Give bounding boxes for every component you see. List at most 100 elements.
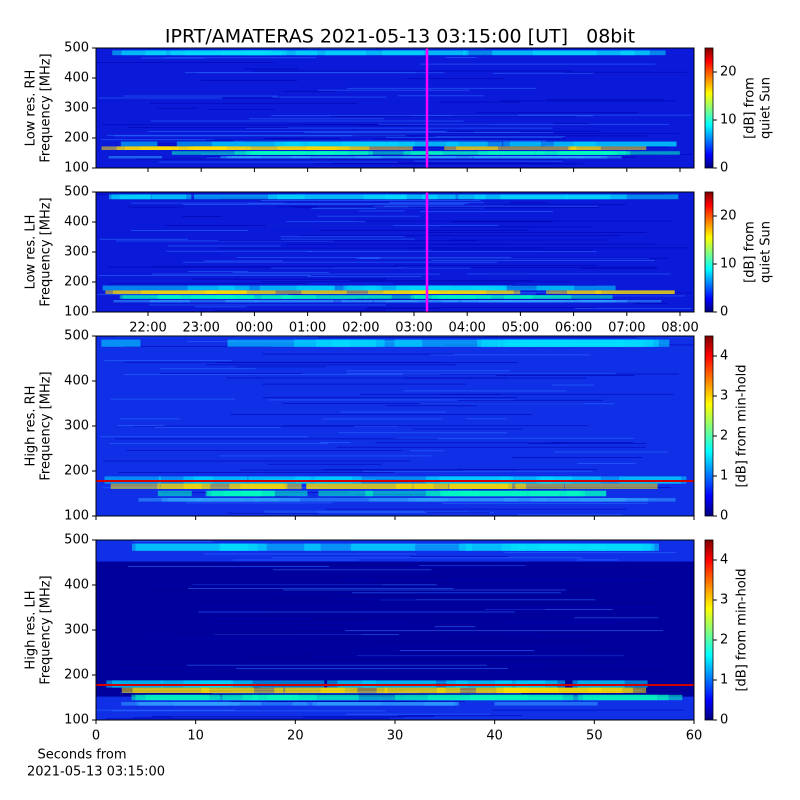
spectrogram-texture <box>246 127 553 129</box>
spectrogram-texture <box>96 193 295 195</box>
spectrogram-texture <box>486 694 608 696</box>
colorbar-tick-label: 10 <box>720 257 737 272</box>
spectrogram-texture <box>504 552 676 554</box>
spectrogram-texture <box>430 354 591 356</box>
spectrogram-texture <box>271 138 340 139</box>
spectrogram-texture <box>450 221 554 223</box>
spectrogram-band <box>171 151 305 155</box>
spectrogram-texture <box>141 57 204 59</box>
spectrogram-texture <box>351 592 562 594</box>
spectrogram-texture <box>363 470 593 472</box>
spectrogram-texture <box>365 308 442 310</box>
spectrogram-texture <box>313 655 623 657</box>
spectrogram-band <box>306 483 412 489</box>
colorbar-tick-label: 3 <box>720 593 728 608</box>
spectrogram-texture <box>330 116 577 117</box>
spectrogram-texture <box>322 469 598 471</box>
spectrogram-band <box>536 285 616 291</box>
spectrogram-band <box>494 702 598 706</box>
y-axis-label: High res. LH <box>24 590 39 669</box>
spectrogram-texture <box>261 383 466 385</box>
spectrogram-texture <box>406 266 657 268</box>
spectrogram-texture <box>268 399 514 401</box>
spectrogram-texture <box>311 208 377 210</box>
spectrogram-texture <box>97 294 288 296</box>
spectrogram-texture <box>131 202 285 204</box>
chart-title: IPRT/AMATERAS 2021-05-13 03:15:00 [UT] 0… <box>165 26 635 48</box>
spectrogram-texture <box>266 700 415 702</box>
spectrogram-texture <box>313 163 583 165</box>
spectrogram-band <box>620 50 666 56</box>
spectrogram-texture <box>152 266 399 268</box>
spectrogram-texture <box>132 541 213 542</box>
spectrogram-texture <box>235 667 509 669</box>
x-tick-label: 20 <box>287 729 304 744</box>
spectrogram-texture <box>388 193 666 195</box>
spectrogram-band <box>566 490 606 497</box>
spectrogram-band <box>120 141 158 147</box>
spectrogram-band <box>292 702 325 706</box>
spectrogram-texture <box>127 206 185 208</box>
spectrogram-band <box>157 483 211 489</box>
spectrogram-texture <box>317 89 470 91</box>
spectrogram-texture <box>444 579 644 580</box>
spectrogram-texture <box>507 623 616 624</box>
y-tick-label: 200 <box>64 275 89 290</box>
spectrogram-texture <box>388 202 511 204</box>
spectrogram-texture <box>107 266 334 268</box>
x-axis-label: Seconds from <box>37 748 126 763</box>
x-tick-label: 05:00 <box>502 321 539 336</box>
spectrogram-texture <box>412 428 524 430</box>
spectrogram-band <box>102 285 235 291</box>
colorbar-label: [dB] from <box>743 77 758 139</box>
spectrogram-band <box>108 156 163 159</box>
spectrogram-band <box>414 483 449 489</box>
spectrogram-texture <box>277 206 374 208</box>
y-axis-label: Frequency [MHz] <box>39 371 54 480</box>
x-tick-label: 00:00 <box>236 321 273 336</box>
y-tick-label: 100 <box>64 713 89 728</box>
spectrogram-texture <box>551 384 595 386</box>
spectrogram-texture <box>554 451 669 453</box>
spectrogram-band <box>267 194 407 200</box>
spectrogram-band <box>456 146 577 150</box>
spectrogram-texture <box>401 585 592 587</box>
spectrogram-band <box>341 300 458 303</box>
spectrogram-texture <box>633 303 668 305</box>
spectrogram-texture <box>354 657 558 658</box>
spectrogram-texture <box>236 154 434 156</box>
spectrogram-band <box>568 146 647 150</box>
spectrogram-band <box>132 543 249 551</box>
spectrogram-band <box>474 194 611 200</box>
spectrogram-texture <box>317 336 637 338</box>
spectrogram-texture <box>100 618 315 620</box>
spectrogram-band <box>312 702 460 706</box>
spectrogram-texture <box>198 611 515 613</box>
spectrogram-texture <box>409 247 688 249</box>
spectrogram-texture <box>133 425 390 427</box>
x-tick-label: 10 <box>187 729 204 744</box>
colorbar-tick-label: 0 <box>720 161 728 176</box>
spectrogram-texture <box>577 463 636 464</box>
spectrogram-texture <box>107 134 406 136</box>
spectrogram-texture <box>354 425 399 427</box>
spectrogram-texture <box>435 136 566 137</box>
spectrogram-texture <box>141 634 362 636</box>
spectrogram-band <box>503 141 541 147</box>
y-tick-label: 300 <box>64 419 89 434</box>
spectrogram-texture <box>102 124 408 126</box>
spectrogram-texture <box>106 717 390 719</box>
spectrogram-texture <box>346 370 511 372</box>
spectrogram-texture <box>114 438 438 440</box>
spectrogram-texture <box>439 101 520 103</box>
spectrogram-texture <box>446 57 477 58</box>
spectrogram-texture <box>262 397 518 399</box>
spectrogram-texture <box>451 239 606 241</box>
spectrogram-texture <box>97 62 274 64</box>
spectrogram-texture <box>133 717 404 719</box>
spectrogram-band <box>122 295 181 299</box>
spectrogram-texture <box>395 437 635 439</box>
spectrogram-band <box>387 141 503 147</box>
spectrogram-band <box>221 50 366 56</box>
spectrogram-texture <box>151 716 435 717</box>
